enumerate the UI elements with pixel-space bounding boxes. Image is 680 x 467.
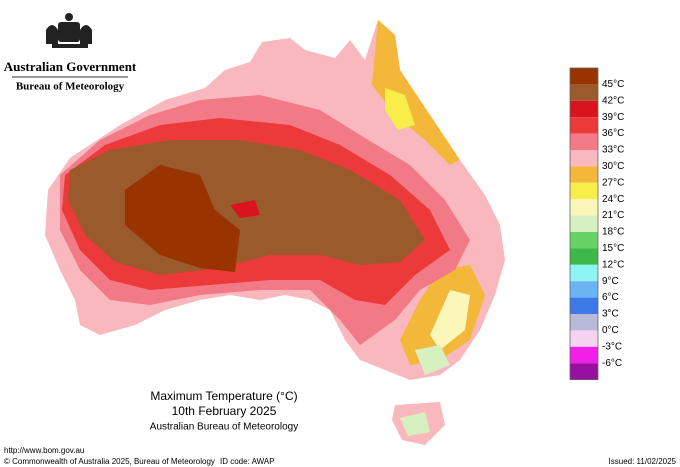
legend-label: 12°C	[602, 259, 624, 270]
legend-swatch	[570, 166, 598, 183]
legend-label: 42°C	[602, 95, 624, 106]
legend-swatch	[570, 330, 598, 347]
legend-label: 39°C	[602, 112, 624, 123]
legend-swatch	[570, 248, 598, 265]
legend-swatch	[570, 215, 598, 232]
footer-copyright: © Commonwealth of Australia 2025, Bureau…	[4, 457, 215, 466]
legend-swatch	[570, 363, 598, 380]
legend-label: 27°C	[602, 177, 624, 188]
legend-swatch	[570, 133, 598, 150]
legend-swatch	[570, 199, 598, 216]
footer-url: http://www.bom.gov.au	[4, 446, 84, 455]
legend-swatch	[570, 100, 598, 118]
legend-label: 36°C	[602, 128, 624, 139]
map-source: Australian Bureau of Meteorology	[150, 422, 298, 433]
legend-label: -6°C	[602, 358, 622, 369]
legend-swatch	[570, 150, 598, 167]
legend-label: 21°C	[602, 210, 624, 221]
legend-label: 24°C	[602, 194, 624, 205]
legend-frame	[569, 67, 599, 381]
legend: 45°C 42°C 39°C 36°C 33°C 30°C 27°C 24°C 21°C 18°C…	[569, 67, 624, 381]
legend-label: 18°C	[602, 227, 624, 238]
legend-swatch	[570, 297, 598, 314]
legend-swatch	[570, 182, 598, 200]
legend-swatch	[570, 84, 598, 101]
legend-swatch	[570, 68, 598, 85]
government-name: Australian Government	[4, 59, 137, 74]
map-date: 10th February 2025	[172, 404, 277, 418]
footer-id: ID code: AWAP	[220, 457, 275, 466]
legend-swatch	[570, 264, 598, 282]
legend-swatch	[570, 314, 598, 331]
legend-label: 15°C	[602, 243, 624, 254]
legend-label: 6°C	[602, 292, 619, 303]
legend-swatch	[570, 281, 598, 298]
legend-label: 45°C	[602, 79, 624, 90]
legend-label: 0°C	[602, 325, 619, 336]
agency-name: Bureau of Meteorology	[16, 81, 125, 93]
legend-label: 9°C	[602, 276, 619, 287]
footer-issued: Issued: 11/02/2025	[609, 457, 677, 466]
legend-label: -3°C	[602, 341, 622, 352]
map-title: Maximum Temperature (°C)	[150, 389, 297, 403]
legend-label: 30°C	[602, 161, 624, 172]
legend-label: 33°C	[602, 145, 624, 156]
legend-swatch	[570, 346, 598, 364]
legend-swatch	[570, 117, 598, 134]
legend-swatch	[570, 232, 598, 249]
crest	[46, 13, 92, 48]
legend-label: 3°C	[602, 309, 619, 320]
temperature-map	[45, 20, 505, 445]
